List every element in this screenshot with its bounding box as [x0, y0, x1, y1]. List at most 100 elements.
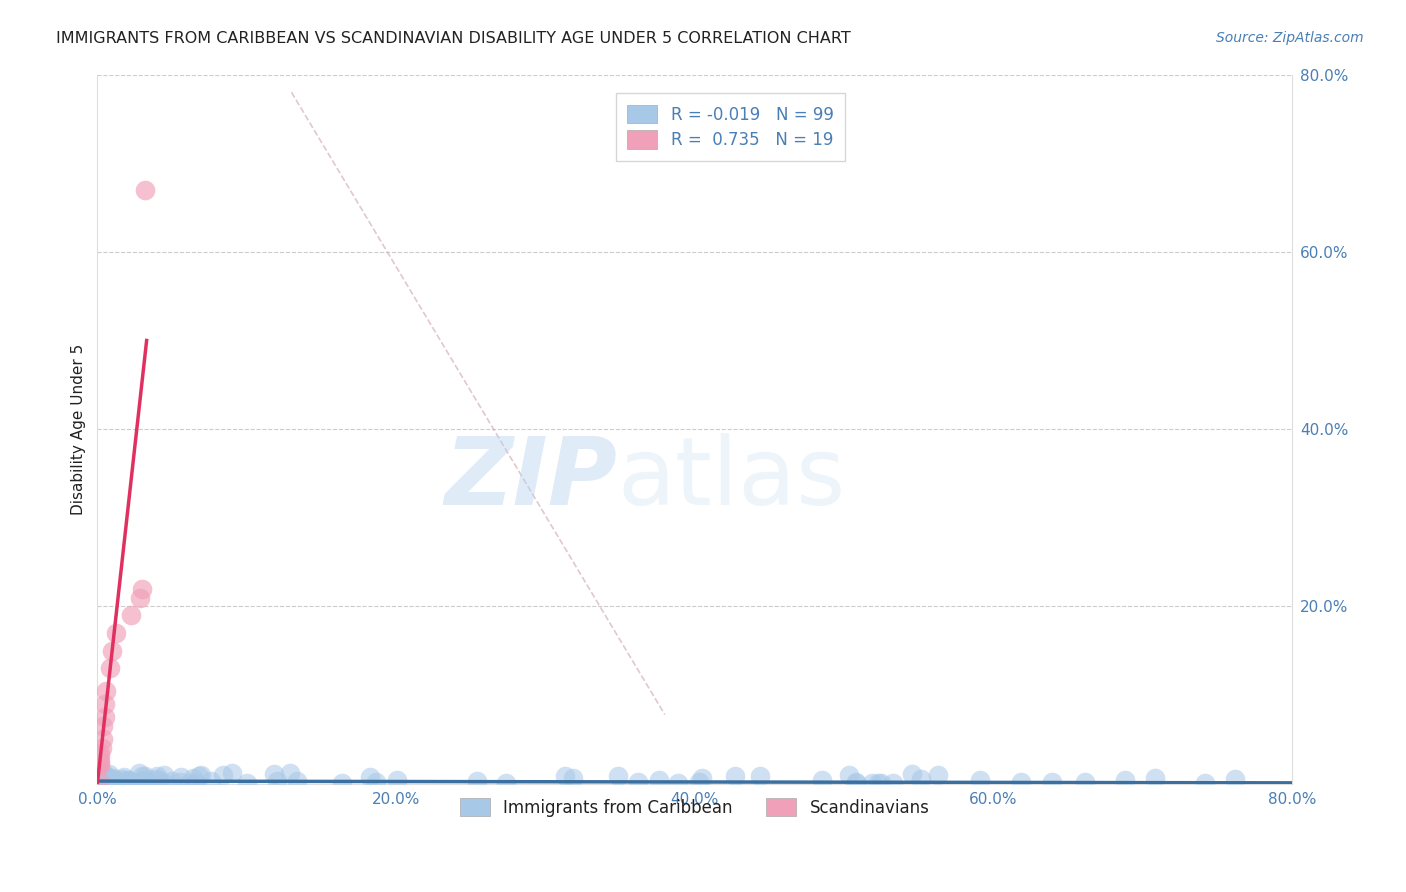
Point: [131, 582, 153, 596]
Text: IMMIGRANTS FROM CARIBBEAN VS SCANDINAVIAN DISABILITY AGE UNDER 5 CORRELATION CHA: IMMIGRANTS FROM CARIBBEAN VS SCANDINAVIA…: [56, 31, 851, 46]
Point: [184, 776, 207, 790]
Point: [1010, 774, 1032, 789]
Point: [969, 773, 991, 788]
Point: [1143, 771, 1166, 785]
Point: [128, 766, 150, 780]
Point: [89, 750, 111, 764]
Point: [101, 644, 124, 658]
Point: [103, 772, 125, 786]
Point: [87, 772, 110, 787]
Point: [838, 768, 860, 782]
Point: [101, 771, 124, 785]
Point: [131, 776, 153, 790]
Point: [115, 776, 138, 790]
Text: Source: ZipAtlas.com: Source: ZipAtlas.com: [1216, 31, 1364, 45]
Point: [91, 732, 114, 747]
Point: [114, 775, 136, 789]
Point: [87, 759, 110, 773]
Point: [562, 771, 585, 785]
Point: [120, 608, 142, 623]
Point: [114, 774, 136, 789]
Point: [1194, 776, 1216, 790]
Point: [91, 719, 114, 733]
Point: [134, 769, 156, 783]
Point: [89, 755, 111, 769]
Point: [98, 772, 121, 786]
Point: [177, 776, 200, 790]
Point: [280, 766, 302, 780]
Point: [724, 769, 747, 783]
Point: [96, 775, 118, 789]
Point: [94, 683, 117, 698]
Legend: Immigrants from Caribbean, Scandinavians: Immigrants from Caribbean, Scandinavians: [451, 789, 938, 825]
Point: [128, 591, 150, 605]
Point: [359, 770, 381, 784]
Point: [1223, 772, 1246, 786]
Point: [118, 775, 141, 789]
Point: [870, 776, 893, 790]
Point: [188, 769, 211, 783]
Point: [105, 776, 128, 790]
Point: [266, 774, 288, 789]
Point: [688, 775, 710, 789]
Point: [845, 775, 868, 789]
Point: [118, 775, 141, 789]
Point: [1114, 773, 1136, 788]
Point: [93, 710, 115, 724]
Point: [111, 772, 134, 787]
Text: ZIP: ZIP: [444, 433, 617, 524]
Point: [385, 773, 408, 788]
Point: [626, 775, 648, 789]
Point: [212, 768, 235, 782]
Point: [115, 772, 138, 787]
Point: [135, 773, 157, 788]
Point: [606, 769, 628, 783]
Point: [100, 776, 122, 790]
Point: [366, 774, 388, 789]
Point: [98, 766, 121, 780]
Point: [131, 769, 153, 783]
Point: [103, 775, 125, 789]
Point: [285, 773, 308, 788]
Point: [94, 775, 117, 789]
Point: [94, 768, 117, 782]
Point: [89, 775, 111, 789]
Point: [90, 766, 112, 780]
Point: [114, 770, 136, 784]
Point: [749, 769, 772, 783]
Point: [860, 776, 883, 790]
Y-axis label: Disability Age Under 5: Disability Age Under 5: [72, 343, 86, 515]
Point: [181, 772, 204, 786]
Point: [647, 773, 669, 788]
Point: [96, 772, 118, 787]
Point: [866, 776, 889, 790]
Point: [148, 772, 170, 787]
Point: [91, 775, 114, 789]
Point: [221, 766, 243, 780]
Point: [93, 776, 115, 790]
Point: [87, 772, 110, 787]
Point: [146, 769, 169, 783]
Point: [94, 772, 117, 786]
Point: [169, 775, 191, 789]
Point: [153, 768, 176, 782]
Point: [90, 775, 112, 789]
Point: [104, 626, 127, 640]
Point: [1074, 775, 1097, 789]
Point: [927, 768, 949, 782]
Point: [690, 771, 713, 785]
Point: [91, 741, 114, 756]
Point: [135, 776, 157, 790]
Point: [89, 746, 111, 760]
Point: [554, 769, 576, 783]
Point: [901, 767, 924, 781]
Point: [263, 767, 285, 781]
Point: [330, 775, 353, 789]
Point: [845, 776, 868, 790]
Point: [94, 697, 117, 711]
Point: [465, 774, 488, 789]
Point: [190, 768, 212, 782]
Point: [89, 757, 111, 772]
Point: [134, 183, 156, 197]
Point: [129, 776, 152, 790]
